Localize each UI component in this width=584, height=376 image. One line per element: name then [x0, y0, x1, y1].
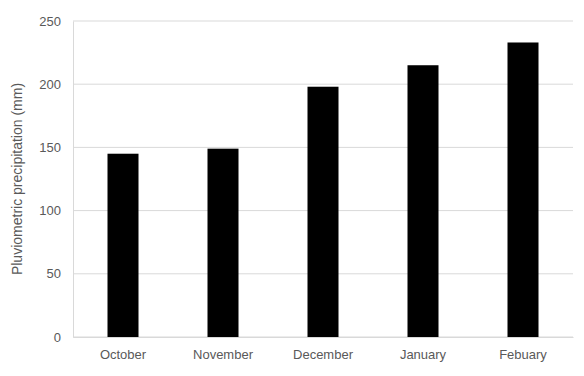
x-tick: January	[400, 337, 447, 362]
y-tick: 200	[39, 77, 73, 92]
grid	[73, 21, 573, 337]
y-tick-label: 100	[39, 203, 61, 218]
x-tick-label: Febuary	[499, 347, 547, 362]
plot: 0 50 100 150 200 250 October November December Ja…	[39, 14, 573, 363]
y-axis: 0 50 100 150 200 250	[39, 14, 73, 345]
y-tick-label: 250	[39, 14, 61, 29]
bar	[408, 65, 439, 337]
y-tick-label: 200	[39, 77, 61, 92]
x-tick-label: January	[400, 347, 447, 362]
x-tick: October	[100, 337, 147, 362]
y-tick-label: 50	[47, 266, 61, 281]
x-tick-label: October	[100, 347, 147, 362]
x-tick: November	[193, 337, 254, 362]
y-tick: 50	[47, 266, 73, 281]
bar	[208, 149, 239, 337]
y-tick: 100	[39, 203, 73, 218]
bar	[308, 87, 339, 337]
y-tick-label: 150	[39, 140, 61, 155]
bar	[108, 154, 139, 337]
x-tick: December	[293, 337, 354, 362]
y-axis-line	[73, 22, 74, 338]
y-tick-label: 0	[54, 330, 61, 345]
x-tick: Febuary	[499, 337, 547, 362]
x-tick-label: November	[193, 347, 254, 362]
y-tick: 0	[54, 330, 73, 345]
x-axis: October November December January Febuary	[74, 337, 574, 362]
grid-line	[73, 84, 573, 85]
bar	[508, 42, 539, 337]
y-axis-title: Pluviometric precipitation (mm)	[9, 83, 25, 275]
chart: 0 50 100 150 200 250 October November December Ja…	[0, 0, 584, 376]
x-axis-line	[74, 337, 574, 338]
bars	[108, 42, 539, 337]
x-tick-label: December	[293, 347, 354, 362]
y-tick: 250	[39, 14, 73, 29]
y-tick: 150	[39, 140, 73, 155]
grid-line	[73, 21, 573, 22]
